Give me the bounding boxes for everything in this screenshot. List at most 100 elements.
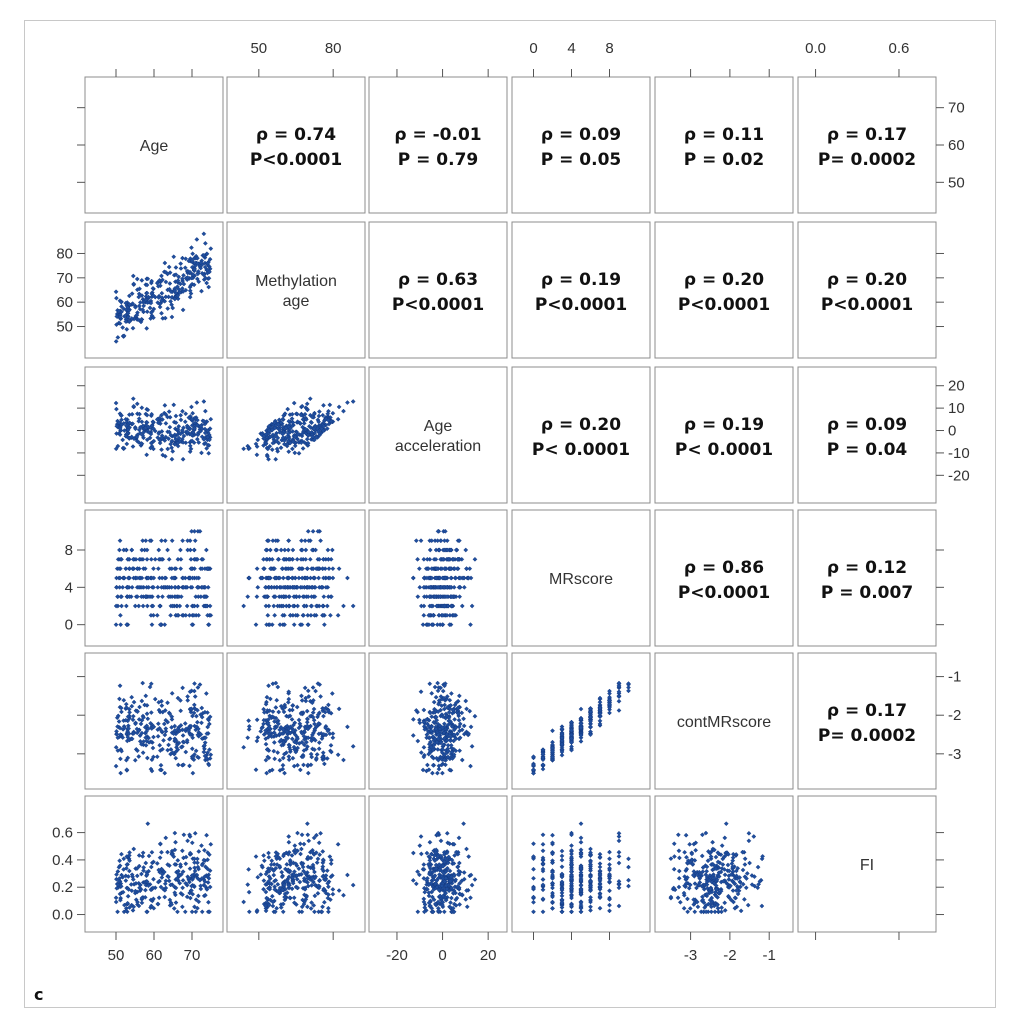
data-point [155, 566, 161, 572]
data-point [320, 428, 326, 434]
data-point [118, 612, 123, 618]
data-point [304, 401, 310, 407]
data-point [151, 306, 157, 312]
data-point [295, 419, 301, 425]
data-point [130, 396, 136, 402]
data-point [166, 556, 172, 562]
data-point [205, 612, 210, 618]
data-point [175, 296, 181, 302]
data-point [187, 443, 193, 449]
data-point [205, 566, 211, 572]
data-point [127, 302, 132, 307]
data-point [123, 603, 129, 609]
variable-label-accel: acceleration [395, 438, 481, 455]
data-point [189, 416, 195, 422]
y-tick-label-right: -20 [948, 467, 970, 484]
data-point [202, 408, 208, 414]
data-point [117, 547, 122, 553]
data-point [286, 449, 292, 455]
correlation-p: P<0.0001 [821, 295, 913, 315]
data-point [145, 276, 151, 282]
data-point [195, 255, 200, 261]
data-point [136, 291, 142, 297]
data-point [192, 426, 197, 431]
data-point [267, 443, 273, 449]
x-tick-label: -1 [763, 947, 776, 964]
data-point [321, 402, 326, 408]
data-point [199, 566, 205, 572]
data-point [168, 441, 173, 447]
x-tick-label-top: 80 [325, 40, 342, 57]
data-point [180, 456, 186, 462]
data-point [149, 411, 155, 417]
data-point [305, 612, 311, 618]
data-point [159, 538, 164, 544]
data-point [150, 419, 156, 425]
variable-label-meth: Methylation [255, 273, 337, 290]
data-point [335, 416, 341, 422]
data-point [206, 275, 212, 281]
data-point [203, 547, 209, 553]
data-point [195, 432, 201, 438]
data-point [194, 400, 200, 405]
correlation-p: P<0.0001 [535, 295, 627, 315]
data-point [192, 538, 198, 544]
data-point [144, 420, 150, 425]
data-point [118, 622, 124, 628]
correlation-rho: ρ = 0.20 [684, 270, 764, 290]
data-point [292, 450, 298, 456]
data-point [185, 547, 191, 553]
data-point [310, 434, 316, 440]
data-point [275, 448, 281, 454]
data-point [297, 420, 303, 426]
data-point [143, 594, 149, 600]
data-point [168, 299, 173, 304]
data-point [202, 430, 208, 436]
data-point [162, 438, 168, 443]
data-point [127, 566, 132, 572]
data-point [178, 261, 184, 267]
data-point [298, 412, 304, 418]
data-point [113, 400, 119, 406]
data-point [146, 424, 151, 430]
data-point [175, 584, 181, 590]
data-point [167, 281, 173, 286]
data-point [114, 423, 120, 429]
variable-label-accel: Age [424, 418, 453, 435]
data-point [198, 260, 204, 266]
data-point [204, 603, 209, 609]
data-point [200, 556, 206, 562]
data-point [114, 295, 119, 301]
panel-r0-c1 [226, 76, 366, 214]
data-point [130, 325, 136, 331]
data-point [135, 594, 140, 600]
data-point [246, 446, 252, 451]
panel-r4-c5 [797, 652, 937, 790]
data-point [136, 303, 142, 309]
data-point [289, 416, 295, 422]
data-point [147, 538, 153, 544]
data-point [167, 424, 173, 430]
data-point [267, 622, 273, 628]
data-point [350, 603, 356, 609]
data-point [177, 603, 183, 609]
data-point [306, 429, 312, 435]
data-point [275, 435, 281, 441]
data-point [206, 284, 212, 290]
data-point [131, 281, 137, 287]
data-point [255, 437, 261, 443]
data-point [280, 416, 286, 422]
data-point [189, 432, 194, 438]
data-point [190, 251, 196, 257]
correlation-rho: ρ = 0.63 [398, 270, 478, 290]
variable-label-fi: FI [860, 857, 874, 874]
data-point [201, 399, 207, 404]
data-point [118, 594, 124, 600]
data-point [304, 436, 310, 442]
correlation-rho: ρ = 0.19 [541, 270, 621, 290]
data-point [203, 440, 208, 446]
panel-r1-c3 [511, 221, 651, 359]
data-point [321, 423, 327, 429]
data-point [171, 575, 177, 581]
y-tick-label-right: 0 [948, 423, 956, 440]
